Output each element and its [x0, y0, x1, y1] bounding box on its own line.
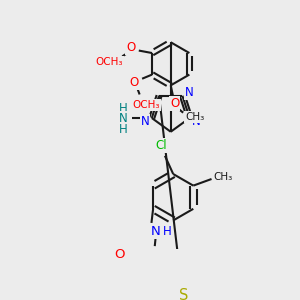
- Text: OCH₃: OCH₃: [95, 57, 123, 67]
- Text: Cl: Cl: [155, 140, 166, 152]
- Text: O: O: [170, 97, 179, 110]
- Text: N: N: [141, 115, 149, 128]
- Text: H: H: [119, 123, 128, 136]
- Text: O: O: [126, 41, 135, 54]
- Text: H: H: [119, 102, 128, 115]
- Text: O: O: [115, 248, 125, 261]
- Text: O: O: [129, 76, 139, 89]
- Text: N: N: [151, 225, 160, 238]
- Text: N: N: [119, 112, 128, 124]
- Text: H: H: [163, 225, 172, 238]
- Text: CH₃: CH₃: [214, 172, 233, 182]
- Text: N: N: [185, 86, 194, 99]
- Text: N: N: [192, 115, 201, 128]
- Text: CH₃: CH₃: [185, 112, 204, 122]
- Text: OCH₃: OCH₃: [133, 100, 160, 110]
- Text: S: S: [179, 288, 188, 300]
